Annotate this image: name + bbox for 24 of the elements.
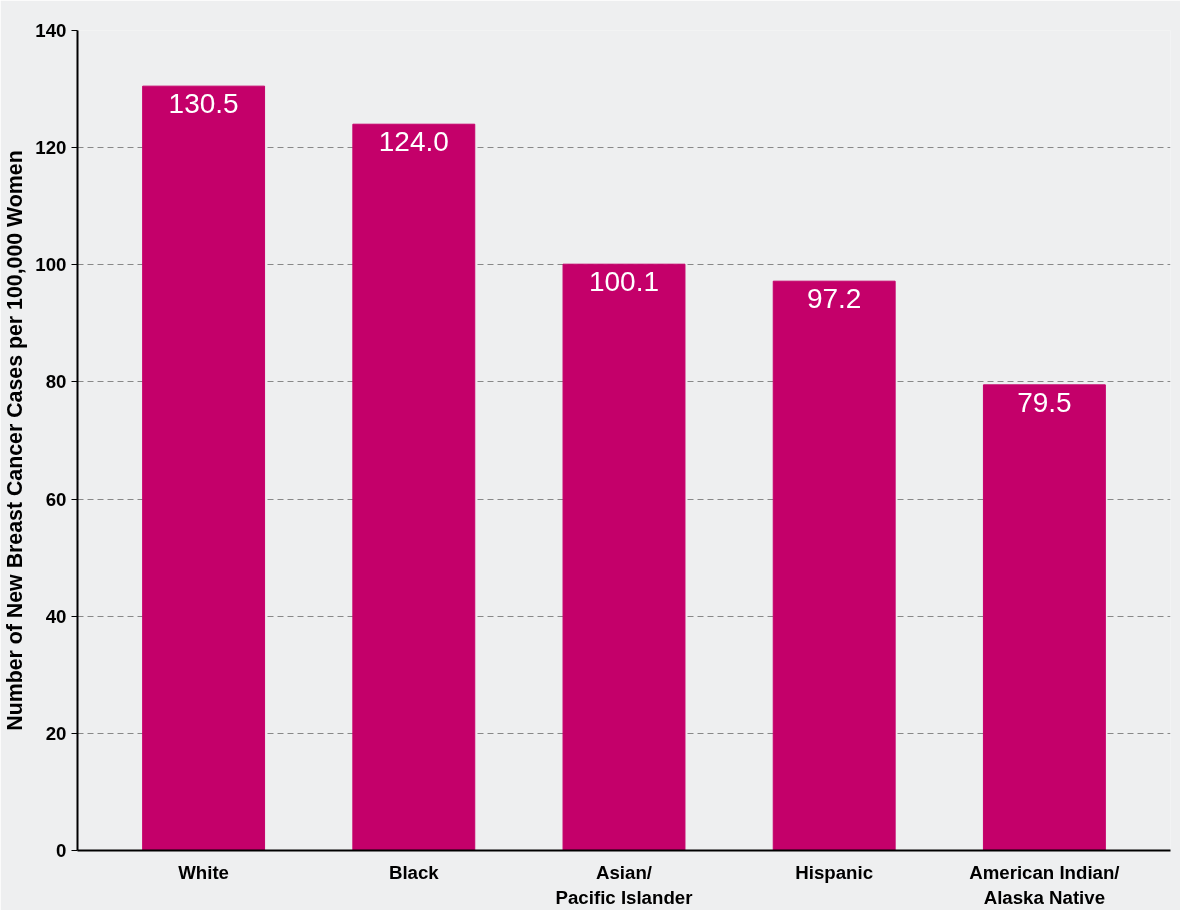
x-tick-label: Asian/ Pacific Islander [555, 861, 693, 908]
bar [142, 85, 266, 851]
x-tick-label: Hispanic [795, 861, 874, 883]
x-tick-label: Black [388, 861, 440, 883]
y-tick-label: 140 [35, 20, 67, 41]
x-tick-label: White [178, 861, 230, 883]
data-label: 97.2 [806, 283, 862, 315]
data-label: 79.5 [1017, 386, 1072, 418]
bar [352, 123, 476, 851]
y-tick-label: 100 [35, 254, 67, 276]
data-label: 100.1 [588, 266, 660, 298]
y-axis-title: Number of New Breast Cancer Cases per 100,000 Women [3, 150, 28, 731]
y-tick-label: 80 [45, 371, 67, 393]
data-label: 124.0 [378, 126, 449, 158]
y-tick-label: 20 [45, 722, 67, 744]
bar [982, 384, 1106, 851]
bar [772, 280, 896, 851]
y-tick-label: 60 [45, 488, 67, 510]
y-tick-label: 0 [56, 840, 67, 861]
x-tick-label: American Indian/ Alaska Native [969, 861, 1120, 908]
bar [562, 263, 686, 851]
data-label: 130.5 [168, 88, 239, 120]
y-tick-label: 120 [35, 137, 67, 159]
y-tick-label: 40 [45, 605, 67, 627]
